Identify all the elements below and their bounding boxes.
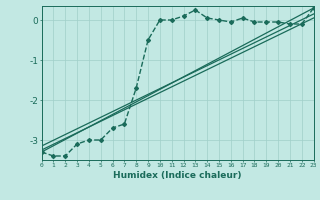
X-axis label: Humidex (Indice chaleur): Humidex (Indice chaleur) bbox=[113, 171, 242, 180]
